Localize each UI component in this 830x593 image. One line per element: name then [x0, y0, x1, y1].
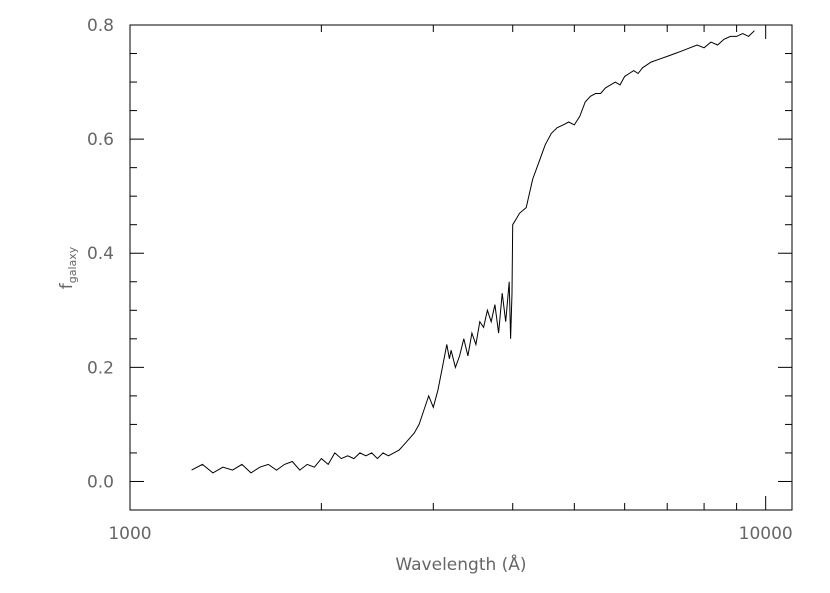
y-tick-label: 0.2	[87, 358, 114, 378]
series-line	[191, 30, 755, 474]
plot-frame	[129, 24, 793, 511]
y-tick-label: 0.0	[87, 472, 114, 492]
x-tick-label: 10000	[739, 524, 793, 544]
x-axis-title: Wavelength (Å)	[395, 553, 526, 575]
y-tick-label: 0.8	[87, 16, 114, 36]
x-tick-label: 1000	[108, 524, 151, 544]
y-axis-title-subscript: galaxy	[66, 246, 79, 283]
x-axis-tick-labels: 1000 10000	[108, 524, 792, 544]
y-tick-label: 0.6	[87, 130, 114, 150]
x-axis-ticks	[129, 25, 767, 510]
y-axis-tick-labels: 0.0 0.2 0.4 0.6 0.8	[87, 16, 114, 492]
y-tick-label: 0.4	[87, 244, 114, 264]
y-axis-title-main: f	[57, 282, 77, 289]
y-axis-ticks	[130, 24, 792, 482]
y-axis-title: fgalaxy	[57, 246, 79, 289]
